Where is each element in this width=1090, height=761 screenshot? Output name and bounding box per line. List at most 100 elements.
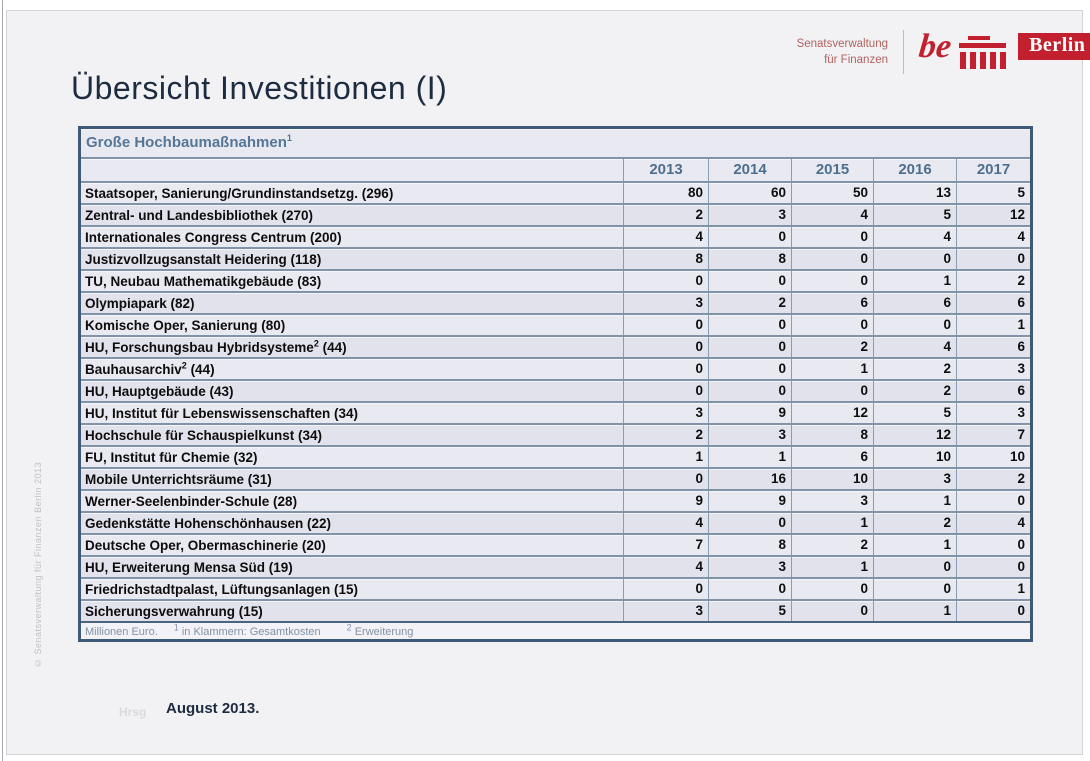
project-label-cell: Komische Oper, Sanierung (80) xyxy=(79,312,624,336)
table-row: Sicherungsverwahrung (15) 3 5 0 1 0 xyxy=(79,598,1032,622)
project-label-cell: Zentral- und Landesbibliothek (270) xyxy=(79,202,624,226)
value-cell-2017: 0 xyxy=(955,488,1032,512)
value-cell-2013: 0 xyxy=(623,576,709,600)
project-label-cell: Deutsche Oper, Obermaschinerie (20) xyxy=(79,532,624,556)
project-label: HU, Hauptgebäude (43) xyxy=(85,383,234,399)
table-row: Hochschule für Schauspielkunst (34) 2 3 … xyxy=(79,422,1032,446)
publisher-faint-label: Hrsg xyxy=(119,705,147,719)
table-row: Olympiapark (82) 3 2 6 6 6 xyxy=(79,290,1032,314)
project-label-cell: Sicherungsverwahrung (15) xyxy=(79,598,624,622)
table-title-row: Große Hochbaumaßnahmen1 xyxy=(78,127,1032,158)
project-label: HU, Institut für Lebenswissenschaften (3… xyxy=(85,405,359,421)
value-cell-2016: 5 xyxy=(873,202,957,226)
value-cell-2017: 2 xyxy=(955,268,1032,292)
value-cell-2017: 5 xyxy=(955,180,1032,204)
value-cell-2015: 3 xyxy=(791,488,874,512)
value-cell-2017: 0 xyxy=(955,532,1032,556)
project-label-cell: Justizvollzugsanstalt Heidering (118) xyxy=(79,246,624,270)
table-title-sup: 1 xyxy=(286,133,292,144)
value-cell-2014: 0 xyxy=(708,224,792,248)
berlin-senate-logo: Senatsverwaltung für Finanzen be Berlin xyxy=(788,28,1090,74)
value-cell-2016: 1 xyxy=(873,268,957,292)
value-cell-2016: 13 xyxy=(873,180,957,204)
value-cell-2015: 0 xyxy=(791,224,874,248)
footnote-sup-2: 2 xyxy=(346,622,352,633)
value-cell-2017: 0 xyxy=(955,598,1032,622)
footnote-sup-1: 1 xyxy=(173,622,179,633)
value-cell-2014: 60 xyxy=(708,180,792,204)
table-row: HU, Forschungsbau Hybridsysteme2 (44) 0 … xyxy=(79,334,1032,358)
project-label-cell: HU, Forschungsbau Hybridsysteme2 (44) xyxy=(79,334,624,358)
project-label: Justizvollzugsanstalt Heidering (118) xyxy=(85,251,322,267)
value-cell-2014: 0 xyxy=(708,356,792,380)
project-label-cell: HU, Hauptgebäude (43) xyxy=(79,378,624,402)
value-cell-2016: 2 xyxy=(873,378,957,402)
year-header-2013: 2013 xyxy=(623,156,709,182)
project-label-cell: Staatsoper, Sanierung/Grundinstandsetzg.… xyxy=(79,180,624,204)
value-cell-2015: 0 xyxy=(791,268,874,292)
value-cell-2013: 9 xyxy=(623,488,709,512)
table-row: HU, Institut für Lebenswissenschaften (3… xyxy=(79,400,1032,424)
table-row: Werner-Seelenbinder-Schule (28) 9 9 3 1 … xyxy=(79,488,1032,512)
value-cell-2015: 1 xyxy=(791,510,874,534)
value-cell-2017: 7 xyxy=(955,422,1032,446)
value-cell-2013: 0 xyxy=(623,356,709,380)
table-footnote-row: Millionen Euro. 1 in Klammern: Gesamtkost… xyxy=(79,620,1032,641)
value-cell-2016: 0 xyxy=(873,246,957,270)
value-cell-2016: 1 xyxy=(873,488,957,512)
value-cell-2016: 12 xyxy=(873,422,957,446)
value-cell-2013: 0 xyxy=(623,334,709,358)
project-label: HU, Erweiterung Mensa Süd (19) xyxy=(85,559,293,575)
agency-name: Senatsverwaltung für Finanzen xyxy=(788,36,888,68)
value-cell-2014: 3 xyxy=(708,422,792,446)
year-header-2015: 2015 xyxy=(791,156,874,182)
value-cell-2016: 10 xyxy=(873,444,957,468)
project-label: Friedrichstadtpalast, Lüftungsanlagen (1… xyxy=(85,581,359,597)
value-cell-2013: 8 xyxy=(623,246,709,270)
year-header-2014: 2014 xyxy=(708,156,792,182)
value-cell-2015: 6 xyxy=(791,444,874,468)
project-label-cell: HU, Erweiterung Mensa Süd (19) xyxy=(79,554,624,578)
project-label: Mobile Unterrichtsräume (31) xyxy=(85,471,272,487)
value-cell-2013: 4 xyxy=(623,510,709,534)
value-cell-2016: 2 xyxy=(873,510,957,534)
value-cell-2014: 2 xyxy=(708,290,792,314)
table-row: HU, Hauptgebäude (43) 0 0 0 2 6 xyxy=(79,378,1032,402)
value-cell-2015: 0 xyxy=(791,378,874,402)
project-label-cell: Internationales Congress Centrum (200) xyxy=(79,224,624,248)
value-cell-2016: 2 xyxy=(873,356,957,380)
value-cell-2015: 1 xyxy=(791,356,874,380)
value-cell-2016: 5 xyxy=(873,400,957,424)
project-label-cell: Mobile Unterrichtsräume (31) xyxy=(79,466,624,490)
project-label: Bauhausarchiv xyxy=(85,361,182,377)
value-cell-2015: 12 xyxy=(791,400,874,424)
value-cell-2014: 8 xyxy=(708,246,792,270)
value-cell-2015: 0 xyxy=(791,312,874,336)
value-cell-2014: 3 xyxy=(708,554,792,578)
table-row: HU, Erweiterung Mensa Süd (19) 4 3 1 0 0 xyxy=(79,554,1032,578)
value-cell-2017: 1 xyxy=(955,312,1032,336)
value-cell-2017: 6 xyxy=(955,290,1032,314)
table-footnote-cell: Millionen Euro. 1 in Klammern: Gesamtkost… xyxy=(79,620,1032,641)
project-label-rest: (44) xyxy=(186,361,215,377)
value-cell-2015: 8 xyxy=(791,422,874,446)
project-label-sup: 2 xyxy=(313,338,319,348)
value-cell-2016: 4 xyxy=(873,224,957,248)
value-cell-2016: 6 xyxy=(873,290,957,314)
table-row: FU, Institut für Chemie (32) 1 1 6 10 10 xyxy=(79,444,1032,468)
value-cell-2017: 3 xyxy=(955,400,1032,424)
page-title: Übersicht Investitionen (I) xyxy=(71,70,448,106)
value-cell-2016: 3 xyxy=(873,466,957,490)
slide-date: August 2013. xyxy=(166,700,260,717)
be-logo-text: be xyxy=(917,28,954,65)
table-row: Justizvollzugsanstalt Heidering (118) 8 … xyxy=(79,246,1032,270)
value-cell-2015: 2 xyxy=(791,532,874,556)
value-cell-2017: 2 xyxy=(955,466,1032,490)
project-label: Sicherungsverwahrung (15) xyxy=(85,603,263,619)
table-row: Bauhausarchiv2 (44) 0 0 1 2 3 xyxy=(79,356,1032,380)
value-cell-2015: 0 xyxy=(791,246,874,270)
value-cell-2013: 3 xyxy=(623,400,709,424)
table-row: Internationales Congress Centrum (200) 4… xyxy=(79,224,1032,248)
value-cell-2014: 5 xyxy=(708,598,792,622)
value-cell-2013: 0 xyxy=(623,312,709,336)
